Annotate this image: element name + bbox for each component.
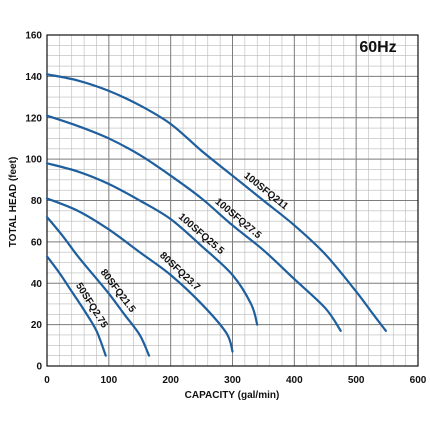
x-tick-label: 500: [348, 375, 365, 386]
series-line-50sfq2-75: [45, 255, 107, 357]
y-tick-label: 120: [25, 113, 42, 124]
plot-frame: [46, 34, 419, 367]
series-label: 100SFQ211: [241, 170, 290, 212]
y-tick-label: 60: [31, 237, 43, 248]
y-tick-label: 20: [31, 320, 43, 331]
series-line-100sfq27-5: [45, 114, 342, 332]
y-tick-label: 100: [25, 155, 42, 166]
series-label: 80SFQ21.5: [98, 267, 138, 315]
series-lines: [45, 73, 387, 357]
axes: 0 100 200 300 400 500 600 0 20 40 60 80 100 120 140 160: [25, 31, 426, 387]
x-tick-label: 600: [410, 375, 427, 386]
x-tick-label: 400: [286, 375, 303, 386]
x-tick-label: 200: [162, 375, 179, 386]
series-line-100sfq211: [45, 73, 387, 332]
series-label: 100SFQ25.5: [176, 211, 226, 257]
y-tick-label: 40: [31, 279, 43, 290]
x-tick-label: 100: [100, 375, 117, 386]
y-tick-label: 140: [25, 72, 42, 83]
y-tick-label: 160: [25, 31, 42, 42]
series-line-80sfq21-5: [45, 215, 151, 357]
x-tick-label: 300: [224, 375, 241, 386]
y-tick-label: 0: [36, 362, 42, 373]
y-tick-label: 80: [31, 196, 43, 207]
frequency-annotation: 60Hz: [359, 39, 396, 56]
x-axis-title: CAPACITY (gal/min): [185, 390, 280, 401]
x-tick-label: 0: [44, 375, 50, 386]
y-axis-title: TOTAL HEAD (feet): [8, 157, 19, 248]
series-line-80sfq23-7: [45, 197, 234, 353]
series-line-100sfq25-5: [45, 162, 259, 326]
